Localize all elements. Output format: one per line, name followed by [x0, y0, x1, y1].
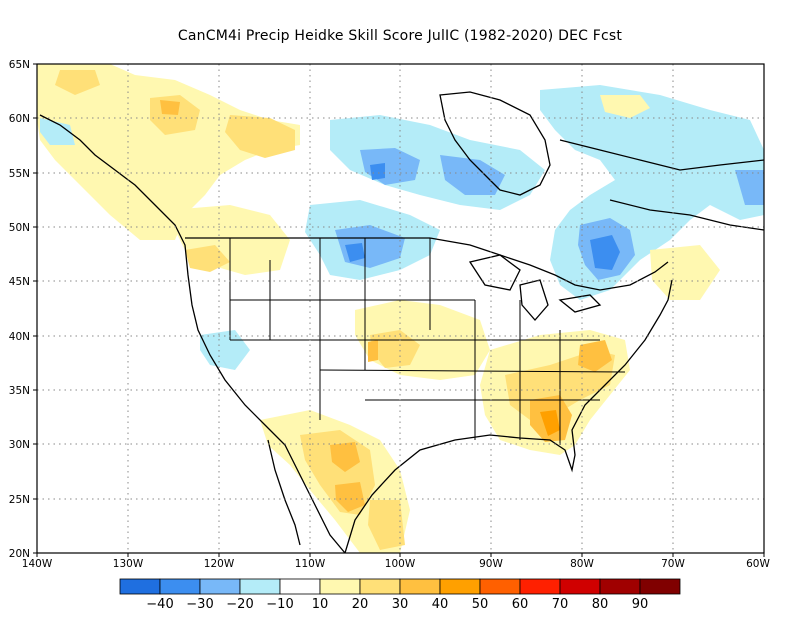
boundaries [39, 91, 764, 553]
colorbar-label: 30 [392, 597, 409, 612]
tick-marks [33, 63, 765, 557]
lat-label-40n: 40N [9, 331, 30, 343]
colorbar-swatch [119, 578, 161, 595]
lon-label-80w: 80W [570, 558, 594, 570]
lon-label-140w: 140W [22, 558, 53, 570]
colorbar-swatch [199, 578, 241, 595]
lat-label-20n: 20N [9, 548, 30, 560]
lon-label-60w: 60W [746, 558, 770, 570]
lat-label-30n: 30N [9, 439, 30, 451]
colorbar-swatch [359, 578, 401, 595]
colorbar-label: −20 [226, 597, 253, 612]
colorbar-label: 90 [632, 597, 649, 612]
colorbar-label: 60 [512, 597, 529, 612]
colorbar-swatch [639, 578, 681, 595]
colorbar-label: −10 [266, 597, 293, 612]
lon-label-100w: 100W [385, 558, 416, 570]
colorbar-label: −30 [186, 597, 213, 612]
lat-label-45n: 45N [9, 276, 30, 288]
colorbar-label: 10 [312, 597, 329, 612]
lon-label-90w: 90W [479, 558, 503, 570]
lon-labels: 140W 130W 120W 110W 100W 90W 80W 70W 60W [22, 558, 771, 570]
colorbar-swatch [239, 578, 281, 595]
lat-label-60n: 60N [9, 113, 30, 125]
colorbar-label: 50 [472, 597, 489, 612]
colorbar-swatch [319, 578, 361, 595]
lat-label-55n: 55N [9, 168, 30, 180]
colorbar-label: 80 [592, 597, 609, 612]
lat-label-50n: 50N [9, 222, 30, 234]
colorbar-swatch [399, 578, 441, 595]
lat-label-35n: 35N [9, 385, 30, 397]
lon-label-70w: 70W [661, 558, 685, 570]
map-title: CanCM4i Precip Heidke Skill Score JulIC … [177, 28, 623, 44]
lat-label-65n: 65N [9, 59, 30, 71]
colorbar-labels: −40 −30 −20 −10 10 20 30 40 50 60 70 80 90 [146, 597, 648, 612]
colorbar-swatch [479, 578, 521, 595]
lon-label-110w: 110W [295, 558, 326, 570]
lat-label-25n: 25N [9, 494, 30, 506]
gridlines [37, 64, 764, 553]
colorbar-label: −40 [146, 597, 173, 612]
colorbar-swatch [599, 578, 641, 595]
lon-label-120w: 120W [204, 558, 235, 570]
colorbar-swatch [519, 578, 561, 595]
colorbar-swatch [439, 578, 481, 595]
colorbar-label: 20 [352, 597, 369, 612]
colorbar-swatch [159, 578, 201, 595]
colorbar-swatch [279, 578, 321, 595]
lon-label-130w: 130W [113, 558, 144, 570]
colorbar-swatch [559, 578, 601, 595]
lat-labels: 65N 60N 55N 50N 45N 40N 35N 30N 25N 20N [9, 59, 30, 560]
colorbar-label: 40 [432, 597, 449, 612]
colorbar-label: 70 [552, 597, 569, 612]
colorbar [119, 578, 681, 595]
